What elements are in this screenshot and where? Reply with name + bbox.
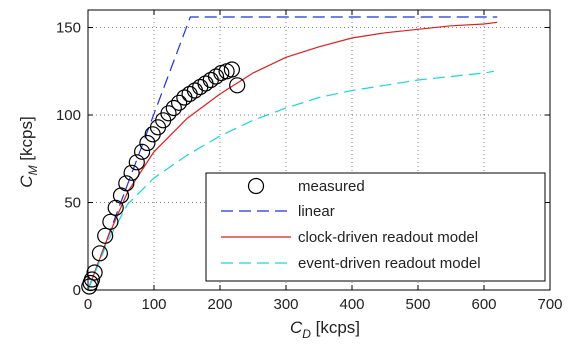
series-line-event-driven-readout-model xyxy=(87,70,495,291)
series-line-linear xyxy=(87,16,498,291)
y-axis-label-main: C xyxy=(17,175,36,188)
legend-label-measured: measured xyxy=(298,178,365,195)
data-point-measured xyxy=(91,245,109,262)
data-point-measured xyxy=(97,227,114,244)
data-point-measured xyxy=(229,77,246,94)
data-point-measured xyxy=(86,264,103,281)
x-tick-label: 100 xyxy=(141,296,166,313)
legend-label-clock-driven: clock-driven readout model xyxy=(298,229,478,246)
data-point-measured xyxy=(128,154,145,171)
x-axis-label-main: C xyxy=(290,318,303,337)
data-point-measured xyxy=(197,75,214,92)
legend-entry-event-driven: event-driven readout model xyxy=(221,255,481,272)
legend-swatch-measured xyxy=(247,177,265,195)
data-point-measured xyxy=(102,213,119,230)
data-point-measured xyxy=(181,85,198,103)
legend-entry-clock-driven: clock-driven readout model xyxy=(221,229,478,246)
x-axis-label: CD [kcps] xyxy=(290,318,360,341)
data-point-measured xyxy=(171,94,188,111)
x-tick-label: 300 xyxy=(273,296,298,313)
data-point-measured xyxy=(186,82,203,99)
data-point-measured xyxy=(160,105,177,122)
x-tick-label: 200 xyxy=(207,296,232,313)
y-tick-label: 50 xyxy=(64,195,81,212)
x-tick-label: 700 xyxy=(537,296,562,313)
legend-label-linear: linear xyxy=(298,203,335,220)
legend-entry-linear: linear xyxy=(221,203,335,220)
y-tick-label: 0 xyxy=(73,282,81,299)
legend-entry-measured: measured xyxy=(247,177,365,195)
legend: measured linear clock-driven readout mod… xyxy=(205,172,546,282)
data-point-measured xyxy=(223,61,240,78)
data-point-measured xyxy=(83,271,101,288)
y-axis-label: CM [kcps] xyxy=(17,116,40,187)
legend-label-event-driven: event-driven readout model xyxy=(298,255,481,272)
data-point-measured xyxy=(202,71,219,89)
data-point-measured xyxy=(207,68,225,85)
data-point-measured xyxy=(192,78,209,96)
x-axis-label-unit: [kcps] xyxy=(311,318,360,337)
x-tick-label: 400 xyxy=(339,296,364,313)
y-tick-label: 150 xyxy=(56,20,81,37)
x-tick-label: 500 xyxy=(405,296,430,313)
data-point-measured xyxy=(134,143,151,160)
x-tick-label: 600 xyxy=(471,296,496,313)
data-point-measured xyxy=(118,175,135,192)
y-tick-label: 100 xyxy=(56,107,81,124)
y-axis-label-sub: M xyxy=(26,165,40,175)
y-axis-label-unit: [kcps] xyxy=(17,116,36,165)
x-tick-label: 0 xyxy=(84,296,92,313)
data-point-measured xyxy=(123,164,140,181)
data-point-measured xyxy=(139,134,156,152)
data-point-measured xyxy=(165,99,182,117)
x-axis-label-sub: D xyxy=(302,327,311,341)
series-layer xyxy=(81,16,498,295)
plot-frame xyxy=(87,9,551,291)
axis-ticks: 0 100 200 300 400 500 600 700 0 50 100 150 xyxy=(56,10,563,313)
